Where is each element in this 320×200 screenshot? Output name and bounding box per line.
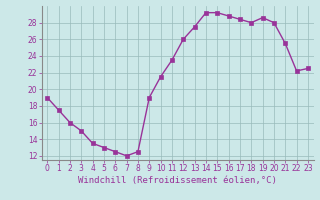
X-axis label: Windchill (Refroidissement éolien,°C): Windchill (Refroidissement éolien,°C) xyxy=(78,176,277,185)
